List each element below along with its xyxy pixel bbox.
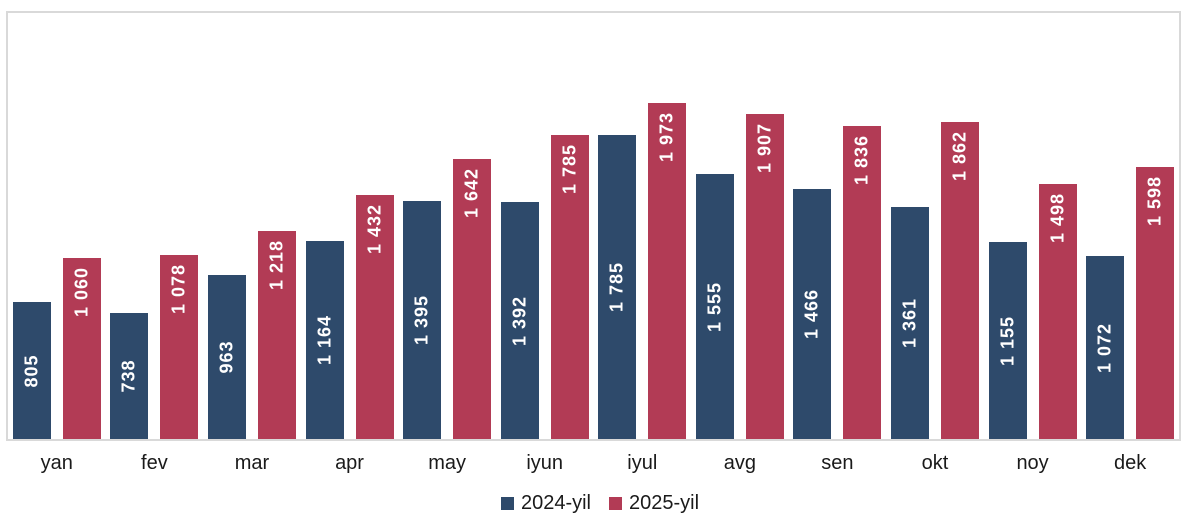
legend-label-2025: 2025-yil (629, 491, 700, 514)
bar-2024-yil-iyul: 1 785 (598, 135, 636, 439)
bar-2024-yil-yan: 805 (13, 302, 51, 439)
x-axis-label-apr: apr (335, 452, 364, 474)
bar-2024-yil-iyun: 1 392 (501, 202, 539, 439)
bar-value-label: 1 862 (949, 131, 970, 182)
x-axis-label-noy: noy (1016, 452, 1049, 474)
bar-value-label: 1 432 (364, 204, 385, 255)
bar-2025-yil-fev: 1 078 (160, 255, 198, 439)
bar-value-label: 1 060 (71, 267, 92, 318)
bar-value-label: 1 155 (997, 315, 1018, 366)
legend-label-2024: 2024-yil (520, 491, 591, 514)
bar-value-label: 1 555 (704, 281, 725, 332)
legend-item-2025: 2025-yil (609, 492, 699, 515)
bar-value-label: 1 598 (1144, 176, 1165, 227)
bar-2025-yil-yan: 1 060 (63, 258, 101, 439)
bar-2024-yil-avg: 1 555 (696, 174, 734, 439)
x-axis-label-dek: dek (1114, 452, 1147, 474)
x-axis-label-avg: avg (723, 452, 756, 474)
bar-2024-yil-sen: 1 466 (793, 189, 831, 439)
bar-2025-yil-avg: 1 907 (746, 114, 784, 439)
bar-value-label: 1 498 (1047, 193, 1068, 244)
bar-value-label: 1 395 (411, 294, 432, 346)
bar-2024-yil-apr: 1 164 (306, 241, 344, 439)
x-axis-label-iyul: iyul (627, 452, 658, 474)
bar-2025-yil-okt: 1 862 (941, 122, 979, 439)
x-axis-label-may: may (428, 452, 466, 474)
bar-2024-yil-okt: 1 361 (891, 207, 929, 439)
x-axis-label-iyun: iyun (526, 452, 564, 474)
bar-value-label: 1 164 (314, 314, 335, 366)
legend: 2024-yil 2025-yil (0, 489, 1200, 517)
bar-2025-yil-dek: 1 598 (1136, 167, 1174, 439)
bar-value-label: 1 218 (266, 240, 287, 291)
x-axis-label-sen: sen (821, 452, 854, 474)
bar-value-label: 1 392 (509, 295, 530, 346)
x-axis-label-mar: mar (234, 452, 270, 474)
bar-2025-yil-sen: 1 836 (843, 126, 881, 439)
x-axis-label-fev: fev (141, 452, 168, 474)
legend-swatch-2025-icon (609, 496, 622, 510)
bar-2025-yil-mar: 1 218 (258, 231, 296, 439)
x-axis-label-yan: yan (40, 452, 73, 474)
bar-value-label: 1 785 (606, 261, 627, 313)
bar-value-label: 1 078 (168, 264, 189, 315)
bar-2024-yil-may: 1 395 (403, 201, 441, 439)
bar-value-label: 1 361 (899, 297, 920, 349)
bar-2025-yil-may: 1 642 (453, 159, 491, 439)
bar-2025-yil-iyul: 1 973 (648, 103, 686, 439)
legend-item-2024: 2024-yil (500, 491, 591, 515)
bar-2024-yil-noy: 1 155 (989, 242, 1027, 439)
bar-2024-yil-mar: 963 (208, 275, 246, 439)
legend-swatch-2024-icon (500, 496, 514, 510)
plot-area: 805 1 060 738 1 078 963 1 218 1 164 1 432 1 395 1… (6, 11, 1181, 441)
bar-2024-yil-fev: 738 (110, 313, 148, 439)
bar-2025-yil-iyun: 1 785 (551, 135, 589, 439)
bar-value-label: 1 836 (851, 135, 872, 186)
x-axis-labels: yan fev mar apr may iyun iyul avg sen okt noy dek (8, 452, 1179, 475)
bar-value-label: 1 973 (656, 112, 677, 163)
bar-value-label: 738 (118, 359, 139, 393)
bar-value-label: 1 642 (461, 168, 482, 219)
bar-2025-yil-noy: 1 498 (1039, 184, 1077, 439)
bar-value-label: 1 907 (754, 123, 775, 174)
bar-value-label: 963 (216, 340, 237, 374)
bar-value-label: 1 072 (1094, 322, 1115, 373)
bar-2024-yil-dek: 1 072 (1086, 256, 1124, 439)
bar-2025-yil-apr: 1 432 (356, 195, 394, 439)
bar-value-label: 805 (21, 353, 42, 388)
bar-value-label: 1 466 (801, 288, 822, 340)
x-axis-label-okt: okt (921, 452, 949, 474)
bar-value-label: 1 785 (559, 144, 580, 195)
